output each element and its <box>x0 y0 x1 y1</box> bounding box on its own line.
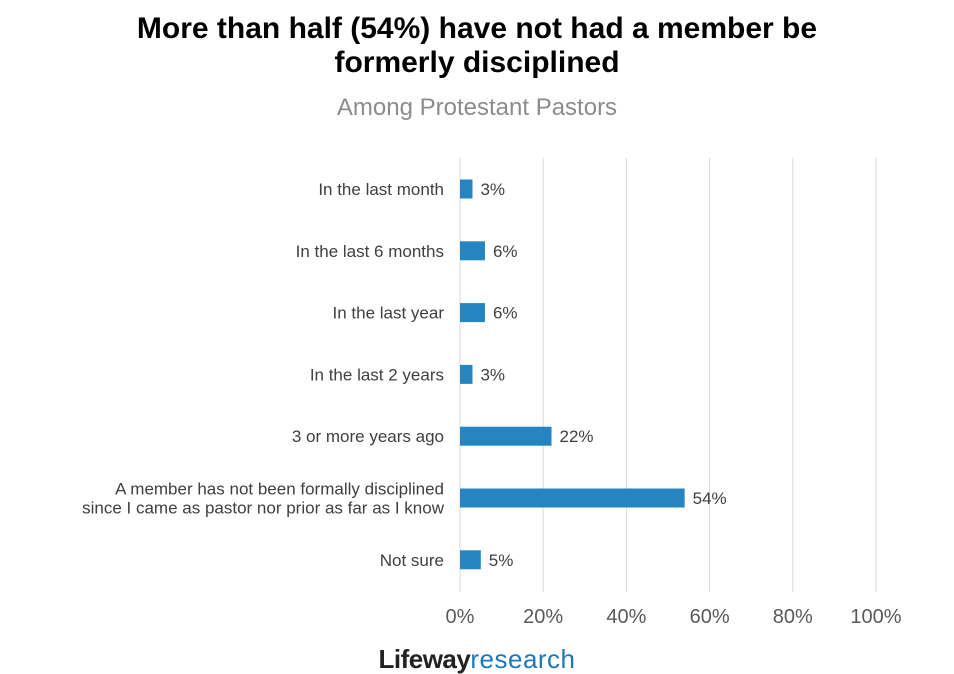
chart-title-line-1: More than half (54%) have not had a memb… <box>136 12 818 45</box>
category-label: In the last year <box>332 304 444 323</box>
x-tick-label: 80% <box>773 606 813 628</box>
category-label: A member has not been formally disciplin… <box>115 480 444 499</box>
bar-value-label: 3% <box>480 365 505 384</box>
bar-value-label: 3% <box>480 180 505 199</box>
logo-suffix: research <box>470 644 576 674</box>
category-label: since I came as pastor nor prior as far … <box>82 499 445 518</box>
x-tick-label: 40% <box>606 606 646 628</box>
category-label: 3 or more years ago <box>292 427 444 446</box>
chart-subtitle: Among Protestant Pastors <box>336 94 618 121</box>
chart-title: More than half (54%) have not had a memb… <box>0 12 954 80</box>
bar <box>460 241 485 261</box>
x-tick-label: 60% <box>690 606 730 628</box>
bar-value-label: 5% <box>489 551 514 570</box>
x-tick-label: 20% <box>523 606 563 628</box>
bar-value-label: 22% <box>560 427 594 446</box>
bar <box>460 550 481 570</box>
logo-brand: Lifeway <box>378 644 471 674</box>
category-label: In the last 2 years <box>310 365 444 384</box>
x-tick-label: 0% <box>446 606 475 628</box>
bar-value-label: 6% <box>493 304 518 323</box>
bar <box>460 364 473 384</box>
bar <box>460 426 552 446</box>
category-label: Not sure <box>380 551 444 570</box>
chart-title-line-2: formerly disciplined <box>334 46 620 79</box>
bar <box>460 303 485 323</box>
bar <box>460 179 473 199</box>
category-label: In the last 6 months <box>296 242 444 261</box>
category-label: In the last month <box>318 180 444 199</box>
bar-value-label: 54% <box>693 489 727 508</box>
bar-value-label: 6% <box>493 242 518 261</box>
x-tick-label: 100% <box>850 606 901 628</box>
lifeway-research-logo: Lifewayresearch <box>0 644 954 674</box>
bar <box>460 488 685 508</box>
